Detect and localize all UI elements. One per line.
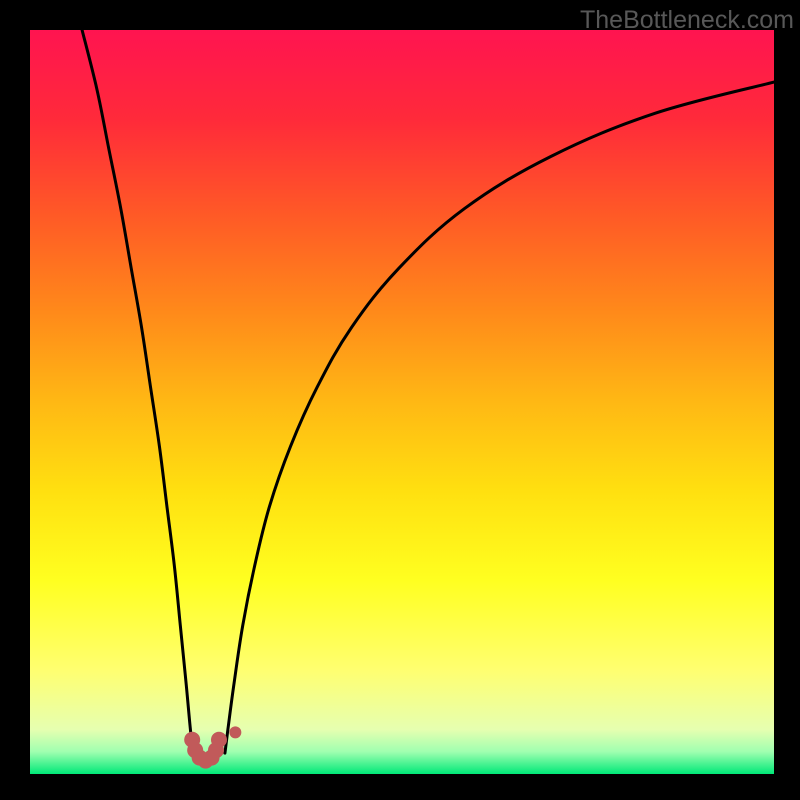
- marker-dot: [211, 732, 227, 748]
- left-curve: [82, 30, 194, 753]
- plot-frame: [30, 30, 774, 774]
- chart-stage: TheBottleneck.com: [0, 0, 800, 800]
- right-curve: [225, 82, 774, 753]
- marker-dot: [229, 726, 241, 738]
- chart-curves: [30, 30, 774, 774]
